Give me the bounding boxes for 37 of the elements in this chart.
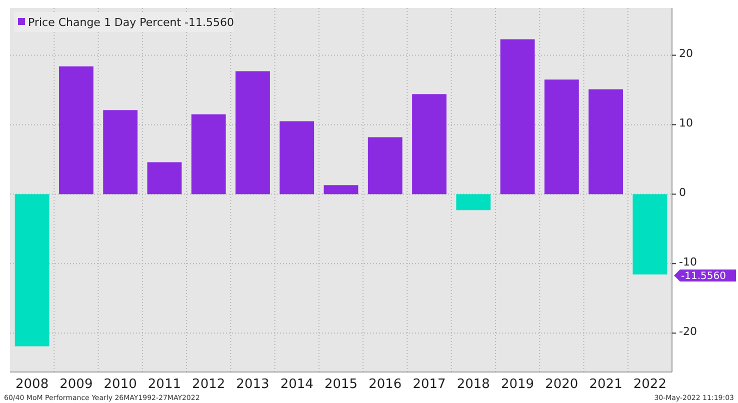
bar bbox=[103, 110, 138, 194]
x-tick-label: 2016 bbox=[368, 377, 402, 392]
y-tick-label: 20 bbox=[679, 47, 693, 60]
y-tick-label: -20 bbox=[679, 324, 697, 338]
bar bbox=[191, 114, 226, 194]
bar bbox=[544, 80, 579, 194]
legend-label: Price Change 1 Day Percent -11.5560 bbox=[28, 16, 234, 29]
x-tick-label: 2015 bbox=[324, 377, 358, 392]
x-tick-label: 2019 bbox=[500, 377, 534, 392]
bar bbox=[236, 71, 270, 194]
bar bbox=[632, 194, 668, 274]
x-tick-label: 2008 bbox=[16, 377, 49, 392]
x-tick-label: 2009 bbox=[60, 377, 93, 392]
bar bbox=[588, 89, 624, 194]
x-tick-label: 2018 bbox=[456, 377, 490, 392]
x-tick-label: 2022 bbox=[633, 377, 666, 392]
bar bbox=[412, 94, 446, 194]
bar bbox=[368, 137, 402, 194]
x-tick-label: 2012 bbox=[192, 377, 226, 392]
bar bbox=[280, 121, 314, 194]
bar bbox=[456, 194, 491, 210]
text: -11.5560 bbox=[681, 270, 726, 282]
x-tick-label: 2020 bbox=[545, 377, 578, 392]
y-tick-label: 0 bbox=[679, 186, 686, 200]
x-tick-label: 2017 bbox=[412, 377, 446, 392]
bar bbox=[147, 162, 182, 194]
bar bbox=[14, 194, 50, 346]
x-tick-label: 2014 bbox=[280, 377, 314, 392]
x-tick-label: 2021 bbox=[589, 377, 622, 392]
y-tick-label: -10 bbox=[679, 255, 697, 268]
bar bbox=[500, 39, 535, 194]
bar bbox=[58, 66, 94, 194]
x-tick-label: 2011 bbox=[148, 377, 182, 392]
y-tick-label: 10 bbox=[679, 116, 693, 130]
x-tick-label: 2010 bbox=[104, 377, 137, 392]
x-tick-label: 2013 bbox=[236, 377, 270, 392]
bar bbox=[324, 185, 358, 194]
